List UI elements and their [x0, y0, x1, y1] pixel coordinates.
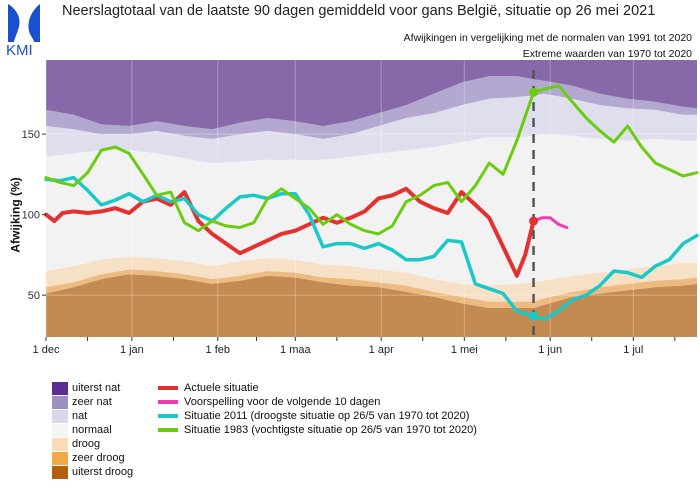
logo-wave-icon [8, 4, 20, 42]
band-uiterst-droog [46, 274, 697, 337]
legend-line-swatch [158, 414, 178, 418]
legend-swatch [52, 465, 68, 479]
legend-swatch [52, 395, 68, 409]
current-point-1 [529, 216, 539, 226]
legend-item-band: droog [52, 437, 133, 451]
legend-line-swatch [158, 400, 178, 404]
chart-title: Neerslagtotaal van de laatste 90 dagen g… [62, 3, 656, 19]
legend-item-series: Voorspelling voor de volgende 10 dagen [158, 395, 477, 409]
series-line-3 [44, 175, 699, 322]
subtitle-extremes: Extreme waarden van 1970 tot 2020 [522, 48, 692, 60]
legend-item-series: Actuele situatie [158, 381, 477, 395]
legend-label: nat [72, 410, 88, 422]
legend-item-band: zeer nat [52, 395, 133, 409]
x-tick-label: 1 feb [206, 344, 230, 356]
legend-series: Actuele situatie Voorspelling voor de vol… [158, 381, 477, 437]
current-point-4 [529, 87, 539, 97]
series-line-4 [44, 84, 699, 236]
x-tick-label: 1 jan [120, 344, 144, 356]
x-tick-label: 1 maa [280, 344, 311, 356]
axes-layer: 50 100 150 1 dec 1 jan 1 feb 1 maa 1 apr 1 mei 1 … [22, 129, 676, 356]
legend-label: Voorspelling voor de volgende 10 dagen [184, 396, 381, 408]
legend-item-band: nat [52, 409, 133, 423]
x-tick-label: 1 mei [451, 344, 478, 356]
legend-item-series: Situatie 2011 (droogste situatie op 26/5… [158, 409, 477, 423]
legend-label: zeer droog [72, 452, 125, 464]
legend-item-band: zeer droog [52, 451, 133, 465]
legend-item-band: normaal [52, 423, 133, 437]
legend-item-series: Situatie 1983 (vochtigste situatie op 26… [158, 423, 477, 437]
subtitle-normals: Afwijkingen in vergelijking met de norma… [403, 32, 692, 44]
logo-text: KMI [6, 42, 33, 56]
legend-label: uiterst droog [72, 466, 134, 478]
current-point-3 [529, 311, 539, 321]
y-tick-label: 50 [28, 290, 40, 302]
band-droog [46, 256, 697, 302]
series-line-2 [532, 216, 569, 229]
series-line-1 [44, 186, 536, 278]
x-tick-label: 1 jul [623, 344, 643, 356]
y-axis-label: Afwijking (%) [8, 177, 23, 253]
legend-label: zeer nat [72, 396, 112, 408]
legend-line-swatch [158, 428, 178, 432]
legend-label: Situatie 2011 (droogste situatie op 26/5… [184, 410, 470, 422]
legend-swatch [52, 409, 68, 423]
legend-swatch [52, 451, 68, 465]
kmi-logo: KMI [6, 4, 40, 56]
legend-item-band: uiterst nat [52, 381, 133, 395]
legend-label: uiterst nat [72, 382, 121, 394]
x-tick-label: 1 dec [33, 344, 60, 356]
x-tick-label: 1 apr [369, 344, 394, 356]
legend-swatch [52, 423, 68, 437]
legend-label: normaal [72, 424, 112, 436]
series-layer [44, 70, 699, 337]
legend-label: Actuele situatie [184, 382, 259, 394]
legend-item-band: uiterst droog [52, 465, 133, 479]
x-tick-label: 1 jun [538, 344, 562, 356]
y-tick-label: 150 [22, 129, 40, 141]
legend-line-swatch [158, 386, 178, 390]
band-zeer-droog [46, 269, 697, 308]
chart: 50 100 150 1 dec 1 jan 1 feb 1 maa 1 apr 1 mei 1 … [22, 60, 699, 356]
legend-bands: uiterst nat zeer nat nat normaal droog zeer d… [52, 381, 133, 479]
band-nat [46, 93, 697, 164]
legend-label: Situatie 1983 (vochtigste situatie op 26… [184, 424, 477, 436]
y-tick-label: 100 [22, 210, 40, 222]
legend-label: droog [72, 438, 101, 450]
legend-swatch [52, 381, 68, 395]
legend-swatch [52, 437, 68, 451]
